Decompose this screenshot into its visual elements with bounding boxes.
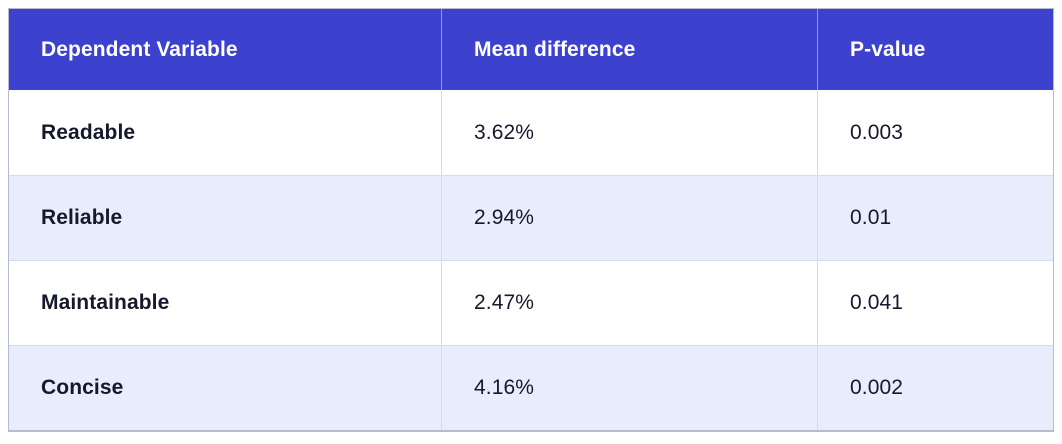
mean-difference-cell: 2.94% [441, 176, 817, 260]
statistics-table: Dependent Variable Mean difference P-val… [8, 8, 1054, 432]
mean-difference-cell: 4.16% [441, 346, 817, 430]
column-header-p-value: P-value [817, 9, 1053, 90]
dependent-variable-cell: Reliable [41, 206, 123, 229]
table-header-row: Dependent Variable Mean difference P-val… [9, 9, 1053, 90]
dependent-variable-cell: Readable [41, 120, 136, 144]
table-row: Reliable 2.94% 0.01 [9, 175, 1053, 260]
column-header-mean-difference: Mean difference [441, 9, 817, 90]
column-header-dependent-variable: Dependent Variable [41, 37, 238, 61]
dependent-variable-cell: Concise [41, 376, 124, 399]
mean-difference-cell: 2.47% [441, 261, 817, 345]
dependent-variable-cell: Maintainable [41, 291, 170, 314]
table-row: Readable 3.62% 0.003 [9, 90, 1053, 175]
table-row: Concise 4.16% 0.002 [9, 345, 1053, 430]
p-value-cell: 0.041 [817, 261, 1053, 345]
p-value-cell: 0.002 [817, 346, 1053, 430]
mean-difference-cell: 3.62% [441, 90, 817, 175]
table-row: Maintainable 2.47% 0.041 [9, 260, 1053, 345]
p-value-cell: 0.003 [817, 90, 1053, 175]
p-value-cell: 0.01 [817, 176, 1053, 260]
